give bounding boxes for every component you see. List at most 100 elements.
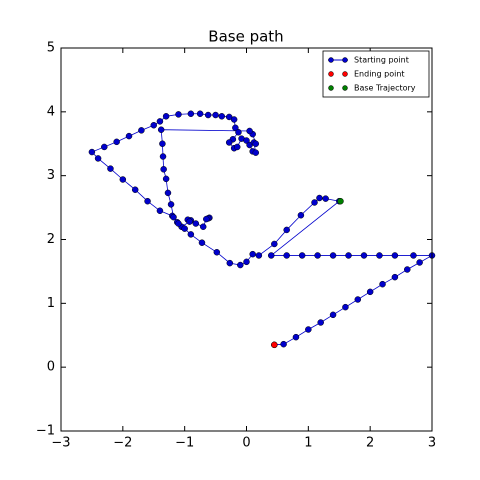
point <box>160 166 167 173</box>
point <box>243 137 250 144</box>
point <box>354 296 362 303</box>
point <box>138 127 145 134</box>
legend-marker <box>342 85 348 91</box>
point <box>345 252 352 259</box>
point <box>230 116 238 123</box>
y-tick-label: −1 <box>36 424 55 439</box>
chart-title: Base path <box>208 28 283 46</box>
legend-box <box>322 50 430 98</box>
point <box>305 326 312 333</box>
x-tick-label: 2 <box>366 436 374 451</box>
plot-frame <box>60 47 433 432</box>
point <box>271 341 278 349</box>
point <box>404 266 411 273</box>
x-tick-label: −3 <box>51 436 70 451</box>
y-tick-label: 2 <box>47 232 55 247</box>
point <box>298 252 306 259</box>
legend-marker <box>328 71 334 77</box>
point <box>187 231 195 238</box>
point <box>311 199 318 206</box>
point <box>243 258 250 266</box>
point <box>233 143 241 151</box>
point <box>88 148 96 156</box>
point <box>157 126 165 133</box>
point <box>316 194 323 202</box>
point <box>159 140 166 147</box>
point <box>150 121 157 129</box>
point <box>107 165 114 172</box>
point <box>329 252 337 259</box>
point <box>156 207 164 215</box>
legend-label: Base Trajectory <box>354 84 416 93</box>
point <box>156 118 164 125</box>
point <box>376 252 383 259</box>
point <box>162 175 170 183</box>
point <box>94 155 102 162</box>
point <box>159 153 167 160</box>
point <box>329 311 337 319</box>
point <box>337 197 344 205</box>
point <box>410 252 417 259</box>
point <box>187 110 195 117</box>
x-tick-label: 1 <box>304 436 312 451</box>
point <box>198 239 206 246</box>
point <box>297 211 305 219</box>
point <box>125 132 133 140</box>
point <box>246 127 253 135</box>
point <box>391 273 399 281</box>
legend-label: Ending point <box>354 70 405 79</box>
point <box>283 252 290 259</box>
point <box>212 111 219 119</box>
point <box>119 176 127 183</box>
y-tick-label: 4 <box>47 104 55 119</box>
point <box>255 252 263 259</box>
point <box>322 195 329 202</box>
point <box>235 129 242 136</box>
point <box>167 201 175 208</box>
point <box>203 215 210 223</box>
y-tick-label: 0 <box>47 360 55 375</box>
point <box>249 250 256 258</box>
x-tick-label: 3 <box>428 436 436 451</box>
point <box>391 252 399 259</box>
point <box>213 249 221 256</box>
point <box>225 139 233 146</box>
point <box>192 220 200 227</box>
x-tick-label: −1 <box>175 436 194 451</box>
point <box>232 124 239 132</box>
point <box>218 113 226 120</box>
point <box>164 189 172 197</box>
legend-marker <box>328 57 334 63</box>
point <box>162 113 170 120</box>
point <box>204 111 212 119</box>
point <box>252 149 260 156</box>
point <box>416 259 423 266</box>
legend-marker <box>342 71 348 77</box>
point <box>175 220 182 227</box>
point <box>237 261 244 269</box>
point <box>144 197 151 205</box>
point <box>283 226 290 234</box>
point <box>101 143 108 151</box>
point <box>280 340 287 348</box>
point <box>267 252 275 259</box>
point <box>175 111 182 118</box>
point <box>360 252 368 259</box>
x-tick-label: −2 <box>113 436 132 451</box>
legend-label: Starting point <box>354 56 409 65</box>
point <box>186 218 193 225</box>
point <box>317 319 324 326</box>
point <box>181 225 188 232</box>
point <box>196 110 204 117</box>
point <box>366 288 374 296</box>
legend-marker <box>328 85 334 91</box>
point <box>292 333 300 341</box>
point <box>314 252 321 259</box>
point <box>131 186 139 193</box>
y-tick-label: 3 <box>47 168 55 183</box>
point <box>226 259 234 267</box>
point <box>271 240 278 248</box>
x-tick-label: 0 <box>242 436 250 451</box>
legend-marker <box>342 57 348 63</box>
